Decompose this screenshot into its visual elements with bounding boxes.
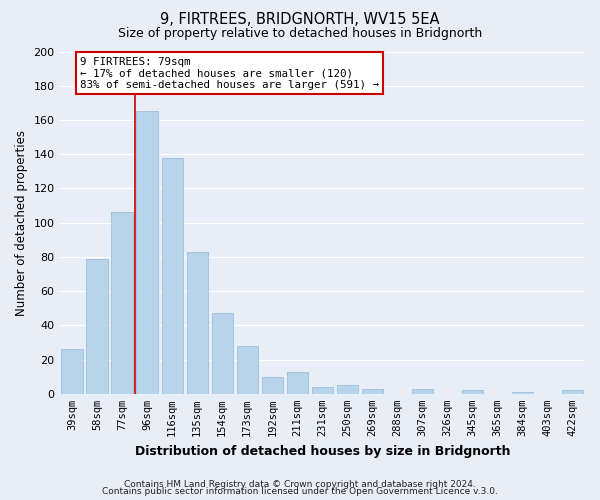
Bar (236, 346, 258, 394)
Bar (462, 390, 483, 394)
Bar (262, 376, 283, 394)
Bar (287, 372, 308, 394)
Bar (412, 388, 433, 394)
Text: Contains HM Land Registry data © Crown copyright and database right 2024.: Contains HM Land Registry data © Crown c… (124, 480, 476, 489)
Bar (362, 388, 383, 394)
Y-axis label: Number of detached properties: Number of detached properties (15, 130, 28, 316)
X-axis label: Distribution of detached houses by size in Bridgnorth: Distribution of detached houses by size … (134, 444, 510, 458)
Text: 9, FIRTREES, BRIDGNORTH, WV15 5EA: 9, FIRTREES, BRIDGNORTH, WV15 5EA (160, 12, 440, 28)
Bar (562, 390, 583, 394)
Bar (61, 350, 83, 394)
Text: Size of property relative to detached houses in Bridgnorth: Size of property relative to detached ho… (118, 28, 482, 40)
Bar (187, 252, 208, 394)
Bar (311, 387, 333, 394)
Text: 9 FIRTREES: 79sqm
← 17% of detached houses are smaller (120)
83% of semi-detache: 9 FIRTREES: 79sqm ← 17% of detached hous… (80, 56, 379, 90)
Bar (136, 112, 158, 394)
Text: Contains public sector information licensed under the Open Government Licence v.: Contains public sector information licen… (102, 487, 498, 496)
Bar (86, 258, 108, 394)
Bar (112, 212, 133, 394)
Bar (161, 158, 183, 394)
Bar (337, 385, 358, 394)
Bar (212, 314, 233, 394)
Bar (512, 392, 533, 394)
